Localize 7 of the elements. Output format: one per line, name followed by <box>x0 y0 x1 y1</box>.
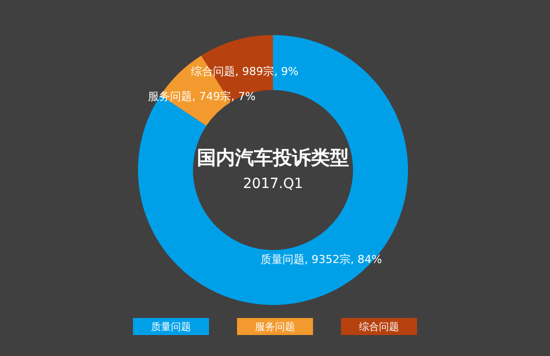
legend-label: 综合问题 <box>359 321 399 334</box>
text: 国内汽车投诉类型 <box>197 147 349 169</box>
legend-label: 质量问题 <box>151 321 191 334</box>
legend-label: 服务问题 <box>255 321 295 334</box>
text: 2017.Q1 <box>242 176 304 192</box>
donut-slice <box>138 35 408 305</box>
donut-slice <box>201 35 273 102</box>
